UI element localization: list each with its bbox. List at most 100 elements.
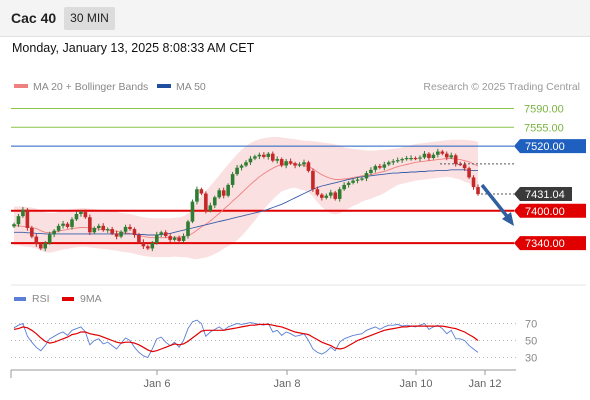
candle-body-75 bbox=[346, 182, 351, 185]
level-label-7555.00: 7555.00 bbox=[524, 122, 564, 134]
candle-body-82 bbox=[378, 166, 382, 168]
candle-body-97 bbox=[444, 153, 449, 158]
candle-body-37 bbox=[177, 237, 181, 241]
candle-body-26 bbox=[128, 226, 132, 230]
candle-body-1 bbox=[16, 216, 21, 225]
level-label-7590.00: 7590.00 bbox=[524, 103, 564, 115]
candle-body-70 bbox=[324, 195, 329, 198]
candle-body-9 bbox=[52, 230, 56, 235]
candle-body-30 bbox=[146, 246, 150, 249]
candle-body-57 bbox=[266, 153, 271, 157]
current-price-tag bbox=[514, 187, 572, 202]
level-tag-7520.00 bbox=[514, 139, 586, 154]
candle-body-14 bbox=[74, 214, 79, 220]
candle-body-21 bbox=[105, 229, 110, 231]
level-tag-7340.00 bbox=[514, 236, 586, 251]
candle-body-16 bbox=[83, 211, 88, 218]
legend-label-0: MA 20 + Bollinger Bands bbox=[33, 81, 148, 93]
candle-body-15 bbox=[79, 211, 83, 214]
candle-body-46 bbox=[217, 190, 222, 198]
candle-body-11 bbox=[61, 223, 65, 226]
candle-body-22 bbox=[110, 229, 114, 234]
rsi-legend-swatch-0 bbox=[14, 297, 26, 301]
legend-swatch-0 bbox=[14, 84, 28, 88]
candle-body-23 bbox=[114, 233, 119, 237]
candle-body-87 bbox=[400, 159, 404, 161]
candle-body-103 bbox=[471, 177, 476, 188]
candle-body-93 bbox=[427, 153, 431, 158]
rsi-series-RSI bbox=[13, 319, 479, 359]
ma50-line bbox=[14, 169, 478, 236]
candle-body-94 bbox=[431, 154, 436, 158]
candle-body-91 bbox=[418, 157, 422, 159]
candle-body-0 bbox=[12, 224, 16, 227]
candle-body-99 bbox=[453, 155, 458, 164]
datetime-label: Monday, January 13, 2025 8:08:33 AM CET bbox=[12, 41, 255, 55]
candle-body-10 bbox=[56, 225, 61, 231]
rsi-legend-label-0: RSI bbox=[32, 293, 50, 305]
candle-body-67 bbox=[311, 170, 315, 190]
forecast-arrow-shaft bbox=[480, 183, 512, 222]
current-price-label: 7431.04 bbox=[525, 189, 565, 201]
candle-body-18 bbox=[92, 228, 97, 233]
level-label-7400.00: 7400.00 bbox=[525, 206, 565, 218]
timeframe-button[interactable]: 30 MIN bbox=[64, 7, 115, 30]
candle-body-43 bbox=[204, 193, 208, 211]
candle-body-65 bbox=[302, 162, 306, 165]
rsi-tick-30: 30 bbox=[525, 353, 537, 365]
x-tick-label-1: Jan 8 bbox=[274, 378, 301, 390]
candle-body-85 bbox=[391, 161, 396, 163]
candle-body-58 bbox=[270, 153, 275, 161]
candle-body-83 bbox=[382, 164, 387, 168]
rsi-legend-label-1: 9MA bbox=[80, 293, 102, 305]
candle-body-89 bbox=[409, 158, 413, 160]
candle-body-78 bbox=[360, 178, 364, 180]
candle-body-102 bbox=[467, 168, 471, 178]
candle-body-31 bbox=[150, 243, 155, 249]
forecast-arrow-head bbox=[502, 212, 514, 226]
candle-body-19 bbox=[96, 225, 101, 228]
candle-body-44 bbox=[208, 205, 213, 211]
candle-body-92 bbox=[422, 153, 427, 158]
candle-body-27 bbox=[132, 229, 137, 235]
candle-body-74 bbox=[342, 184, 346, 190]
candle-body-68 bbox=[315, 189, 320, 195]
candle-body-100 bbox=[458, 163, 462, 166]
level-tag-7400.00 bbox=[514, 203, 586, 218]
candle-body-95 bbox=[436, 151, 440, 155]
candle-body-64 bbox=[297, 164, 302, 166]
candle-body-61 bbox=[284, 161, 288, 166]
candle-body-59 bbox=[275, 159, 280, 161]
candle-body-38 bbox=[181, 236, 186, 241]
candle-body-47 bbox=[221, 190, 226, 196]
x-tick-label-0: Jan 6 bbox=[144, 378, 171, 390]
candle-body-12 bbox=[65, 223, 70, 227]
candle-body-20 bbox=[101, 225, 106, 231]
rsi-legend-swatch-1 bbox=[62, 297, 74, 301]
candle-body-29 bbox=[141, 242, 146, 247]
candle-body-98 bbox=[449, 155, 454, 158]
candle-body-50 bbox=[235, 167, 239, 175]
candle-body-76 bbox=[351, 180, 355, 183]
candle-body-62 bbox=[288, 161, 293, 164]
candle-body-66 bbox=[306, 162, 311, 171]
candle-body-39 bbox=[186, 221, 190, 237]
candle-body-84 bbox=[386, 162, 391, 165]
candle-body-56 bbox=[262, 154, 266, 157]
candle-body-80 bbox=[369, 169, 373, 174]
x-tick-label-2: Jan 10 bbox=[399, 378, 432, 390]
candle-body-55 bbox=[257, 154, 262, 157]
candle-body-88 bbox=[404, 158, 409, 160]
candle-body-52 bbox=[244, 162, 248, 166]
candle-body-5 bbox=[34, 236, 39, 245]
candle-body-17 bbox=[88, 217, 92, 233]
candle-body-60 bbox=[279, 159, 284, 166]
rsi-tick-70: 70 bbox=[525, 319, 537, 331]
candle-body-86 bbox=[395, 160, 400, 162]
candle-body-69 bbox=[320, 194, 324, 198]
candle-body-81 bbox=[373, 166, 378, 170]
candle-body-71 bbox=[328, 192, 333, 196]
candle-body-6 bbox=[38, 244, 43, 249]
candle-body-41 bbox=[195, 189, 199, 202]
